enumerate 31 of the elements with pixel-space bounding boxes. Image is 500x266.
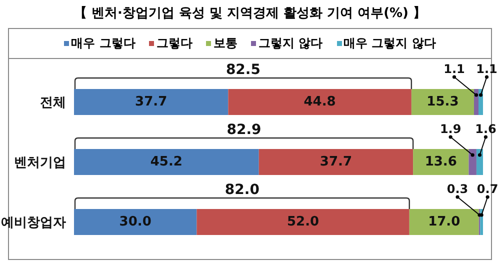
bar — [468, 149, 476, 175]
y-tick-label: 벤처기업 — [14, 156, 66, 171]
bar — [476, 149, 483, 175]
legend-label: 그렇지 않다 — [257, 34, 322, 52]
data-label: 37.7 — [320, 154, 352, 170]
bar — [411, 89, 474, 115]
legend-label: 매우 그렇지 않다 — [342, 34, 436, 52]
data-label: 13.6 — [424, 154, 457, 170]
annotation: 82.0 — [224, 182, 260, 198]
data-label: 1.1 — [444, 62, 465, 76]
data-label: 44.8 — [304, 94, 336, 110]
data-label: 52.0 — [287, 214, 320, 230]
data-label: 17.0 — [428, 214, 460, 230]
data-label: 37.7 — [135, 94, 168, 110]
y-tick-label: 예비창업자 — [1, 216, 66, 231]
legend-label: 그렇다 — [155, 34, 192, 52]
data-label: 45.2 — [150, 154, 182, 170]
data-label: 0.3 — [446, 182, 468, 196]
data-label: 1.9 — [440, 122, 462, 136]
y-tick-label: 전체 — [40, 96, 66, 111]
data-label: 30.0 — [119, 214, 152, 230]
legend-label: 보통 — [212, 34, 238, 52]
data-label: 1.6 — [475, 122, 496, 136]
data-label: 15.3 — [426, 94, 459, 110]
legend-label: 매우 그렇다 — [70, 34, 136, 52]
annotation: 82.9 — [226, 122, 262, 138]
data-label: 1.1 — [476, 62, 498, 76]
chart-title: 【 벤처·창업기업 육성 및 지역경제 활성화 기여 여부(%) 】 — [72, 5, 428, 22]
annotation: 82.5 — [226, 62, 260, 78]
bar — [409, 209, 479, 235]
data-label: 0.7 — [476, 182, 498, 196]
